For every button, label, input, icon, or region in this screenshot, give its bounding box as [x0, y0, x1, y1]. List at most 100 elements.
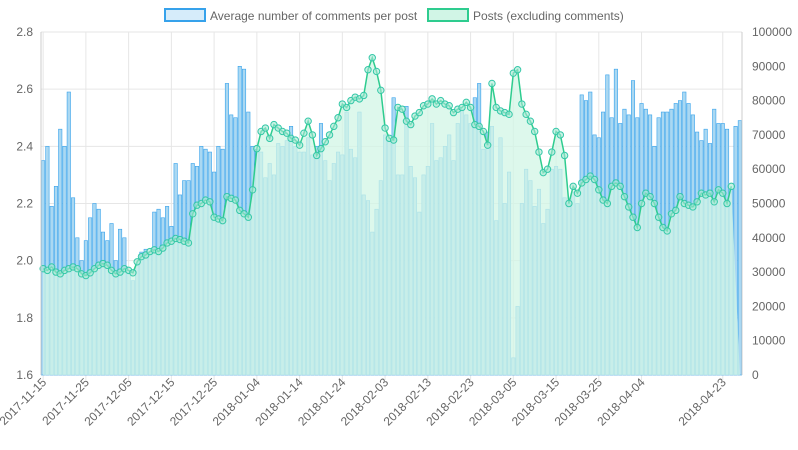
y-left-tick-label: 2.6: [16, 82, 33, 96]
posts-point[interactable]: [295, 141, 304, 149]
posts-point[interactable]: [573, 189, 582, 197]
posts-point[interactable]: [672, 206, 680, 215]
posts-point[interactable]: [360, 91, 368, 100]
legend-swatch-posts[interactable]: [427, 8, 469, 22]
posts-point[interactable]: [424, 100, 432, 108]
posts-point[interactable]: [159, 244, 167, 252]
posts-point[interactable]: [556, 131, 565, 139]
posts-point[interactable]: [526, 117, 535, 125]
posts-point[interactable]: [535, 148, 543, 156]
posts-point[interactable]: [676, 192, 684, 201]
posts-point[interactable]: [398, 105, 406, 113]
posts-point[interactable]: [300, 129, 308, 137]
posts-point[interactable]: [206, 198, 214, 206]
legend-label-posts[interactable]: Posts (excluding comments): [473, 9, 624, 23]
posts-point[interactable]: [565, 199, 573, 208]
posts-point[interactable]: [389, 136, 398, 144]
posts-point[interactable]: [654, 213, 663, 221]
posts-point[interactable]: [719, 189, 727, 197]
posts-point[interactable]: [488, 79, 496, 88]
posts-point[interactable]: [317, 144, 325, 153]
posts-point[interactable]: [518, 100, 526, 108]
posts-point[interactable]: [312, 151, 321, 160]
y-right-tick-label: 100000: [752, 25, 792, 39]
posts-point[interactable]: [47, 263, 56, 271]
posts-point[interactable]: [479, 127, 488, 136]
posts-point[interactable]: [103, 261, 111, 269]
posts-point[interactable]: [218, 216, 227, 225]
posts-point[interactable]: [261, 124, 270, 132]
posts-point[interactable]: [475, 122, 483, 131]
y-right-tick-label: 70000: [752, 128, 786, 142]
posts-point[interactable]: [637, 199, 646, 208]
posts-point[interactable]: [377, 86, 385, 95]
posts-point[interactable]: [304, 117, 312, 125]
posts-point[interactable]: [505, 110, 513, 119]
legend-swatch-comments[interactable]: [164, 8, 206, 22]
posts-point[interactable]: [364, 66, 372, 74]
posts-point[interactable]: [483, 141, 492, 149]
posts-point[interactable]: [342, 103, 351, 112]
legend[interactable]: Average number of comments per post Post…: [164, 8, 624, 23]
posts-point[interactable]: [466, 103, 475, 112]
posts-point[interactable]: [629, 213, 637, 221]
posts-point[interactable]: [530, 127, 539, 136]
posts-point[interactable]: [633, 223, 641, 232]
posts-point[interactable]: [706, 189, 714, 197]
posts-point[interactable]: [603, 199, 612, 208]
posts-point[interactable]: [184, 239, 193, 247]
posts-point[interactable]: [616, 182, 624, 191]
posts-point[interactable]: [590, 175, 599, 184]
posts-point[interactable]: [248, 186, 257, 194]
y-left-tick-label: 1.6: [16, 368, 33, 382]
posts-point[interactable]: [253, 144, 261, 153]
posts-point[interactable]: [415, 108, 423, 117]
posts-point[interactable]: [689, 203, 697, 211]
posts-point[interactable]: [543, 165, 552, 173]
posts-point[interactable]: [548, 148, 556, 156]
posts-point[interactable]: [646, 192, 654, 201]
posts-point[interactable]: [428, 95, 436, 103]
posts-point[interactable]: [265, 134, 274, 143]
y-right-tick-label: 50000: [752, 197, 786, 211]
posts-point[interactable]: [368, 54, 376, 62]
posts-point[interactable]: [462, 98, 471, 107]
posts-point[interactable]: [231, 196, 240, 204]
posts-line-points: [39, 54, 736, 280]
x-tick-label: 2018-04-23: [676, 375, 730, 429]
posts-point[interactable]: [334, 114, 342, 122]
posts-point[interactable]: [727, 182, 736, 191]
posts-point[interactable]: [291, 136, 300, 144]
posts-point[interactable]: [330, 122, 338, 131]
y-left-tick-label: 2.2: [16, 197, 33, 211]
posts-point[interactable]: [244, 213, 253, 221]
posts-point[interactable]: [522, 110, 530, 119]
posts-point[interactable]: [693, 198, 701, 206]
posts-point[interactable]: [133, 258, 141, 266]
posts-point[interactable]: [620, 192, 629, 201]
posts-point[interactable]: [372, 67, 381, 76]
posts-point[interactable]: [560, 151, 569, 160]
posts-point[interactable]: [723, 199, 731, 208]
posts-point[interactable]: [73, 264, 82, 273]
posts-point[interactable]: [381, 124, 389, 132]
posts-point[interactable]: [321, 138, 329, 146]
y-right-tick-label: 20000: [752, 299, 786, 313]
posts-point[interactable]: [569, 182, 577, 191]
posts-point[interactable]: [407, 120, 415, 129]
legend-label-comments[interactable]: Average number of comments per post: [210, 9, 418, 23]
posts-point[interactable]: [283, 129, 291, 137]
posts-point[interactable]: [595, 186, 603, 194]
posts-point[interactable]: [129, 269, 137, 277]
posts-point[interactable]: [445, 102, 453, 110]
posts-point[interactable]: [710, 198, 718, 206]
posts-point[interactable]: [625, 203, 633, 211]
posts-point[interactable]: [308, 131, 317, 139]
posts-point[interactable]: [458, 103, 466, 112]
posts-point[interactable]: [663, 227, 671, 235]
posts-point[interactable]: [513, 66, 522, 74]
posts-point[interactable]: [650, 199, 659, 208]
posts-point[interactable]: [325, 131, 334, 139]
posts-point[interactable]: [189, 210, 197, 218]
